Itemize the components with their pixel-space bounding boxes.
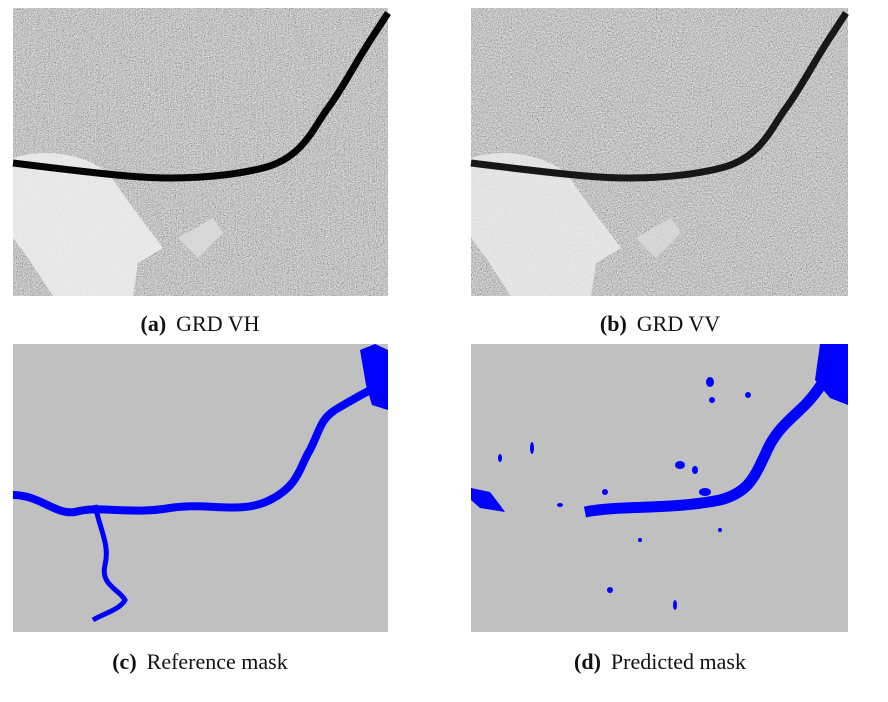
caption: (b) GRD VV xyxy=(600,311,720,336)
caption-text: GRD VV xyxy=(637,311,720,336)
caption-label: (b) xyxy=(600,311,627,336)
panel-b: (b) GRD VV xyxy=(471,8,848,336)
predicted-mask xyxy=(815,344,848,405)
caption-label: (c) xyxy=(112,649,136,674)
predicted-specks xyxy=(498,377,751,610)
panel-d: (d) Predicted mask xyxy=(471,344,848,674)
caption: (c) Reference mask xyxy=(112,649,288,674)
caption-text: GRD VH xyxy=(176,311,259,336)
mask-background xyxy=(13,344,388,632)
panel-a: (a) GRD VH xyxy=(13,8,388,336)
caption-label: (d) xyxy=(574,649,601,674)
river-mask xyxy=(12,381,382,517)
caption-label: (a) xyxy=(141,311,167,336)
mask-background xyxy=(471,344,848,632)
caption: (a) GRD VH xyxy=(141,311,260,336)
river-mask xyxy=(360,344,388,410)
panel-c: (c) Reference mask xyxy=(12,344,388,674)
predicted-mask xyxy=(471,488,505,512)
caption-text: Reference mask xyxy=(147,649,288,674)
caption-text: Predicted mask xyxy=(611,649,746,674)
caption: (d) Predicted mask xyxy=(574,649,746,674)
predicted-mask xyxy=(583,351,845,518)
tributary-mask xyxy=(91,504,128,623)
